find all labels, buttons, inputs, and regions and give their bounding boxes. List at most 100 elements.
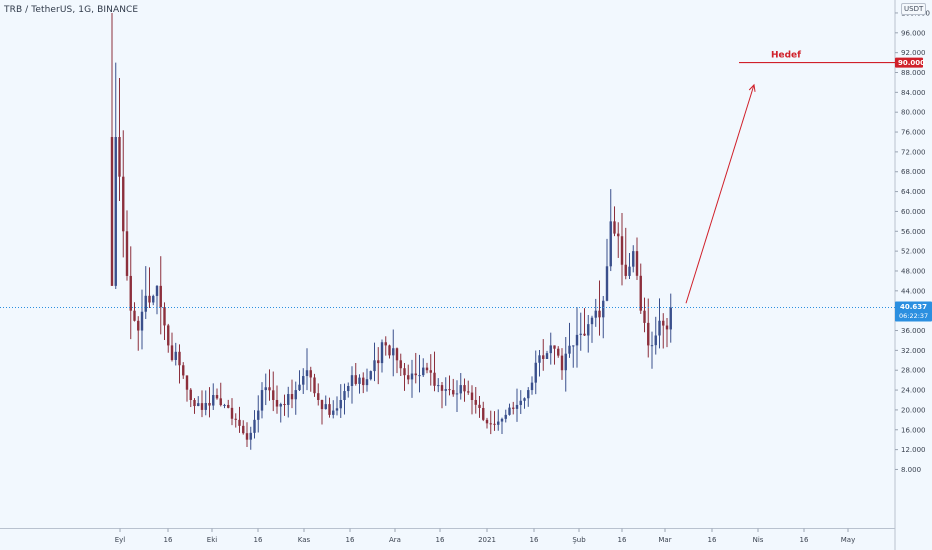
candle-body (182, 365, 185, 376)
candle-body (268, 387, 271, 391)
candle (350, 366, 354, 404)
candle-body (350, 375, 354, 387)
candle-body (669, 307, 672, 330)
candle-body (662, 320, 665, 326)
candle (647, 298, 650, 358)
candle-body (305, 370, 309, 377)
candle (493, 411, 496, 431)
candle-body (174, 351, 177, 360)
candle (575, 307, 579, 368)
candle (200, 390, 204, 418)
candle-body (343, 391, 346, 400)
candle-body (575, 334, 579, 346)
candle-body (500, 418, 504, 422)
candle (557, 346, 560, 358)
candle-body (238, 419, 241, 426)
candle (572, 345, 575, 368)
candle-body (159, 285, 162, 308)
candle (650, 331, 654, 369)
candle-body (632, 251, 635, 267)
x-tick-label: 16 (530, 536, 539, 544)
candle (339, 384, 342, 418)
candle-body (482, 407, 485, 420)
candle-body (418, 375, 421, 377)
candle-body (170, 345, 174, 360)
candle (388, 344, 391, 359)
candle (174, 342, 177, 366)
candle-body (452, 390, 455, 395)
candle-body (459, 385, 462, 394)
candle (530, 376, 534, 395)
candle (538, 350, 541, 377)
candle (512, 401, 515, 415)
candle-body (560, 355, 564, 371)
candle (324, 395, 327, 410)
candle-body (163, 307, 166, 326)
candle (305, 348, 309, 391)
candle (594, 298, 597, 327)
candle (155, 285, 159, 315)
candle-body (309, 370, 312, 378)
candle-body (388, 345, 391, 356)
candle-body (403, 368, 406, 376)
y-tick-label: 92.000 (901, 49, 926, 57)
candle-body (264, 387, 267, 391)
candle-body (579, 333, 582, 335)
candle-body (429, 370, 432, 373)
candle-body (549, 345, 552, 354)
candle (238, 406, 241, 433)
candle-body (553, 345, 556, 349)
x-tick-label: Şub (572, 536, 586, 544)
candle (519, 390, 522, 414)
x-tick-label: 16 (618, 536, 627, 544)
candle-body (508, 407, 511, 415)
candle (294, 381, 297, 415)
y-tick-label: 28.000 (901, 367, 926, 375)
y-tick-label: 12.000 (901, 446, 926, 454)
candle-body (178, 351, 181, 366)
candle-body (433, 372, 436, 386)
candle (418, 354, 421, 393)
candle (440, 381, 444, 409)
candle (137, 316, 140, 351)
candle (144, 266, 147, 319)
candle (283, 394, 286, 416)
candle (230, 398, 234, 426)
candle (189, 388, 192, 408)
candle-body (437, 385, 440, 387)
candle-body (425, 367, 429, 371)
candle (658, 298, 661, 349)
candle-body (557, 348, 560, 356)
candle (568, 322, 571, 358)
candle-body (448, 389, 451, 391)
candle-body (624, 264, 627, 276)
currency-badge[interactable]: USDT (901, 3, 927, 15)
candle-body (245, 433, 249, 440)
candle (433, 351, 436, 392)
candle-body (133, 310, 136, 321)
candle-body (260, 390, 264, 411)
target-price-label: 90.000 (898, 59, 925, 67)
candle-body (275, 399, 279, 407)
candle-body (114, 137, 117, 286)
candle (523, 397, 526, 409)
candle (444, 377, 447, 406)
target-price-box (895, 57, 923, 68)
candle (545, 350, 549, 359)
candle-body (665, 325, 669, 330)
candle-body (504, 414, 507, 419)
candle (665, 318, 669, 348)
candle-body (493, 423, 496, 425)
candle (549, 332, 552, 365)
candle (260, 382, 264, 419)
y-tick-label: 24.000 (901, 387, 926, 395)
candle-body (377, 360, 380, 364)
candle-body (283, 404, 286, 406)
candle (133, 302, 136, 322)
candle (193, 398, 196, 414)
candle (197, 396, 200, 407)
candle-body (395, 348, 399, 361)
candle (249, 426, 252, 450)
